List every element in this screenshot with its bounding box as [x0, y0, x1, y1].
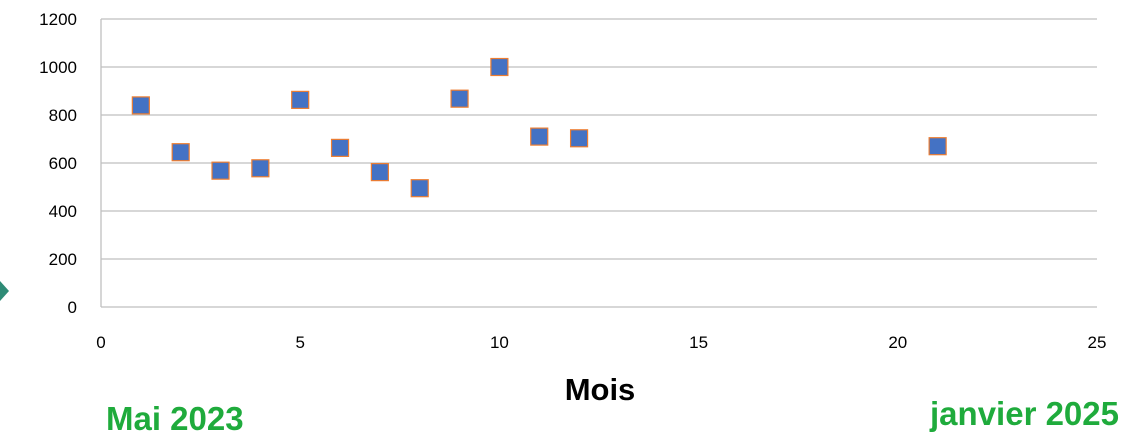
grid-lines: [101, 18, 1097, 260]
axes: [100, 19, 1097, 308]
y-tick-label: 200: [49, 250, 77, 269]
x-tick-label: 20: [888, 333, 907, 352]
data-point: [450, 89, 469, 108]
x-tick-label: 15: [689, 333, 708, 352]
y-tick-labels: 0 200 400 600 800 1000 1200: [39, 10, 77, 317]
data-point: [370, 163, 389, 182]
y-tick-label: 800: [49, 106, 77, 125]
data-point: [291, 90, 310, 109]
y-tick-label: 1200: [39, 10, 77, 29]
data-point: [928, 137, 947, 156]
diamond-arrow-icon: [0, 281, 9, 301]
x-tick-label: 25: [1088, 333, 1107, 352]
data-point: [490, 57, 509, 77]
x-tick-label: 0: [96, 333, 105, 352]
y-tick-label: 1000: [39, 58, 77, 77]
start-date-label: Mai 2023: [106, 400, 244, 437]
y-tick-label: 400: [49, 202, 77, 221]
data-point: [530, 127, 549, 146]
data-point: [171, 143, 190, 162]
data-point: [569, 129, 589, 148]
end-date-label: janvier 2025: [930, 395, 1119, 432]
data-point: [251, 159, 270, 178]
x-axis-title: Mois: [565, 372, 636, 407]
data-point: [211, 161, 230, 180]
data-points: [131, 57, 947, 198]
y-tick-label: 600: [49, 154, 77, 173]
x-tick-label: 5: [295, 333, 304, 352]
x-tick-labels: 0 5 10 15 20 25: [96, 333, 1106, 352]
data-point: [131, 96, 150, 115]
data-point: [410, 179, 429, 198]
x-tick-label: 10: [490, 333, 509, 352]
data-point: [330, 138, 350, 157]
y-tick-label: 0: [68, 298, 77, 317]
